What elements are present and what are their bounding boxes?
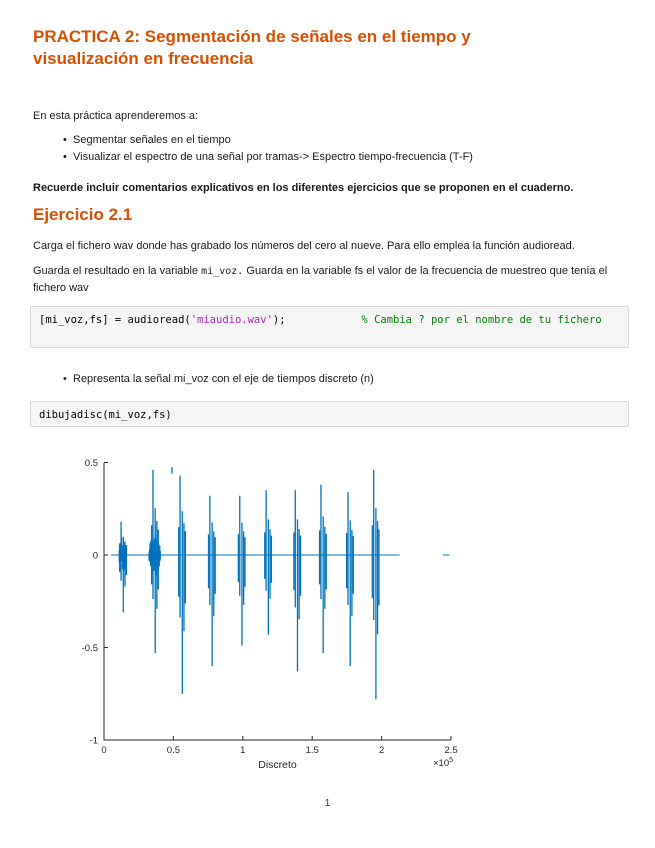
waveform-figure: 0.5 0 -0.5 -1 0 0.5 1 1.5 2 2.5 Discreto ×105	[60, 445, 490, 780]
page-title: PRACTICA 2: Segmentación de señales en e…	[33, 27, 471, 68]
waveform-body	[110, 534, 450, 576]
intro-lead: En esta práctica aprenderemos a:	[33, 110, 199, 122]
axis-spines	[103, 462, 451, 741]
x-tick-label: 1.5	[306, 745, 319, 756]
bullet-text: Segmentar señales en el tiempo	[73, 134, 231, 146]
code-gap	[286, 314, 362, 326]
reminder-note: Recuerde incluir comentarios explicativo…	[33, 182, 574, 194]
paragraph-text: Guarda el resultado en la variable	[33, 265, 202, 277]
page-number: 1	[324, 798, 331, 809]
code-text: [mi_voz,fs] = audioread(	[39, 314, 191, 326]
x-tick-label: 2	[379, 745, 384, 756]
bullet-text: Visualizar el espectro de una señal por …	[73, 151, 473, 163]
y-tick-label: 0.5	[85, 458, 98, 469]
task-bullet-list: • Representa la señal mi_voz con el eje …	[63, 371, 583, 388]
exercise-paragraph-2: Guarda el resultado en la variable mi_vo…	[33, 263, 625, 297]
x-tick-label: 2.5	[444, 745, 457, 756]
x-tick-label: 1	[240, 745, 245, 756]
x-axis-label: Discreto	[258, 759, 297, 771]
list-item: • Visualizar el espectro de una señal po…	[63, 149, 623, 166]
x-tick-label: 0.5	[167, 745, 180, 756]
code-block-audioread: [mi_voz,fs] = audioread('miaudio.wav'); …	[30, 306, 629, 348]
y-tick-label: -1	[90, 736, 98, 747]
code-string-literal: 'miaudio.wav'	[190, 314, 273, 326]
x-axis-exponent: ×105	[433, 757, 453, 769]
bullet-text: Representa la señal mi_voz con el eje de…	[73, 373, 374, 385]
code-block-dibujadisc: dibujadisc(mi_voz,fs)	[30, 401, 629, 427]
bullet-icon: •	[63, 134, 67, 146]
y-tick-label: -0.5	[82, 643, 98, 654]
list-item: • Representa la señal mi_voz con el eje …	[63, 371, 583, 388]
code-text: dibujadisc(mi_voz,fs)	[39, 409, 172, 421]
y-tick-label: 0	[93, 551, 98, 562]
section-heading-ejercicio-2-1: Ejercicio 2.1	[33, 205, 133, 224]
x-tick-label: 0	[101, 745, 106, 756]
code-comment: % Cambia ? por el nombre de tu fichero	[361, 314, 602, 326]
intro-bullet-list: • Segmentar señales en el tiempo • Visua…	[63, 132, 623, 166]
exercise-paragraph-1: Carga el fichero wav donde has grabado l…	[33, 240, 575, 252]
bullet-icon: •	[63, 373, 67, 385]
code-text: );	[272, 314, 286, 326]
waveform-spikes	[119, 467, 380, 700]
list-item: • Segmentar señales en el tiempo	[63, 132, 623, 149]
paragraph-text: Guarda en la variable fs el valor de la …	[33, 265, 608, 294]
bullet-icon: •	[63, 151, 67, 163]
inline-code-mi-voz: mi_voz.	[201, 266, 244, 277]
